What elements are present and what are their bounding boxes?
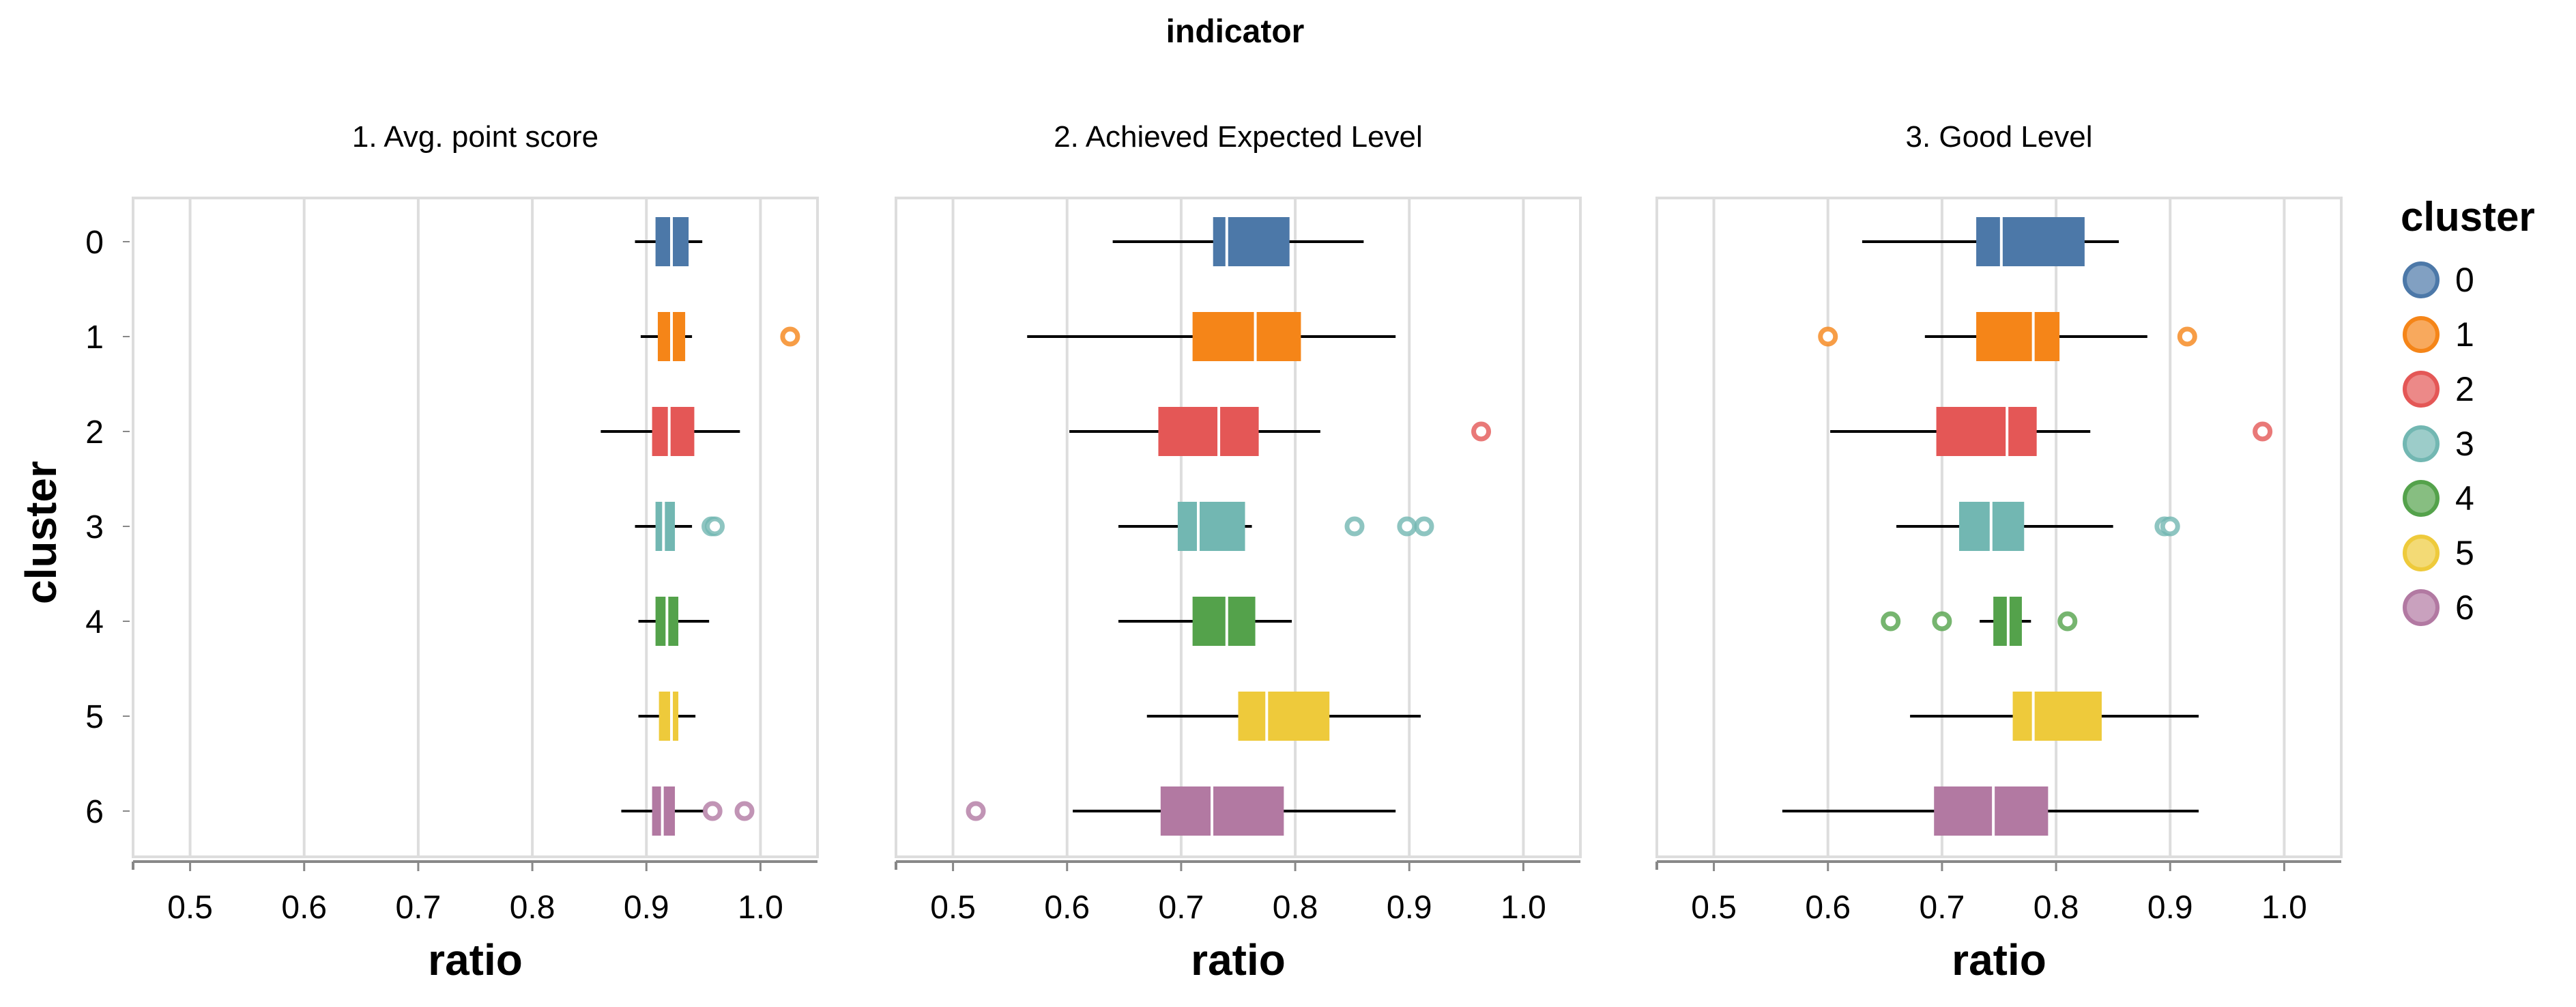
x-tick-label: 0.5 [167,890,213,926]
y-tick-label: 2 [85,414,104,451]
panel-title: 2. Achieved Expected Level [1054,120,1423,154]
panel-title: 3. Good Level [1906,120,2093,154]
legend-swatch [2405,482,2437,515]
x-tick-label: 0.8 [510,890,555,926]
box [1976,312,2059,361]
legend-title: cluster [2401,194,2535,240]
outlier-point [708,519,723,534]
y-tick-label: 0 [85,225,104,261]
x-tick-label: 0.9 [624,890,669,926]
outlier-point [1821,329,1836,344]
outlier-point [1400,519,1415,534]
x-tick-label: 1.0 [1501,890,1546,926]
legend-swatch [2405,537,2437,569]
outlier-point [2180,329,2195,344]
x-axis-title: ratio [1191,935,1286,984]
legend-label: 4 [2455,479,2474,517]
box [1193,312,1301,361]
legend-label: 0 [2455,261,2474,299]
x-tick-label: 0.9 [1387,890,1432,926]
legend-label: 5 [2455,534,2474,572]
box [1976,217,2085,266]
legend-swatch [2405,373,2437,406]
x-tick-label: 0.7 [396,890,442,926]
x-tick-label: 0.5 [1691,890,1737,926]
x-tick-label: 0.8 [2034,890,2079,926]
y-tick-label: 6 [85,794,104,830]
outlier-point [783,329,798,344]
box [656,502,675,551]
box [1934,786,2048,836]
x-tick-label: 0.8 [1273,890,1318,926]
legend-label: 1 [2455,315,2474,354]
y-tick-label: 3 [85,509,104,545]
panel-title: 1. Avg. point score [352,120,598,154]
box [1158,407,1258,456]
outlier-point [968,804,983,819]
x-tick-label: 0.7 [1920,890,1965,926]
outlier-point [1883,614,1898,629]
y-tick-label: 1 [85,320,104,356]
x-tick-label: 1.0 [2261,890,2307,926]
y-axis-title: cluster [16,461,66,604]
legend-swatch [2405,427,2437,460]
legend-swatch [2405,591,2437,624]
outlier-point [1474,424,1489,439]
box [1161,786,1284,836]
box [1937,407,2037,456]
legend-swatch [2405,318,2437,351]
outlier-point [737,804,752,819]
box [1193,597,1256,646]
legend-swatch [2405,264,2437,296]
x-tick-label: 0.6 [1805,890,1851,926]
x-tick-label: 0.9 [2147,890,2193,926]
outlier-point [705,804,720,819]
outlier-point [2162,519,2177,534]
box [652,407,695,456]
x-tick-label: 0.7 [1159,890,1204,926]
x-axis-title: ratio [428,935,523,984]
x-axis-title: ratio [1952,935,2046,984]
outlier-point [2255,424,2270,439]
legend-label: 3 [2455,425,2474,463]
box [1213,217,1290,266]
x-tick-label: 0.6 [1044,890,1090,926]
box [2013,692,2102,741]
x-tick-label: 1.0 [738,890,783,926]
box [1239,692,1330,741]
outlier-point [1347,519,1362,534]
box [1178,502,1245,551]
y-tick-label: 5 [85,699,104,735]
chart-title: indicator [1166,14,1305,50]
legend-label: 2 [2455,370,2474,408]
x-tick-label: 0.5 [930,890,976,926]
box [659,692,678,741]
x-tick-label: 0.6 [281,890,327,926]
outlier-point [2060,614,2075,629]
outlier-point [1417,519,1432,534]
y-tick-label: 4 [85,604,104,640]
outlier-point [1935,614,1950,629]
legend-label: 6 [2455,588,2474,627]
